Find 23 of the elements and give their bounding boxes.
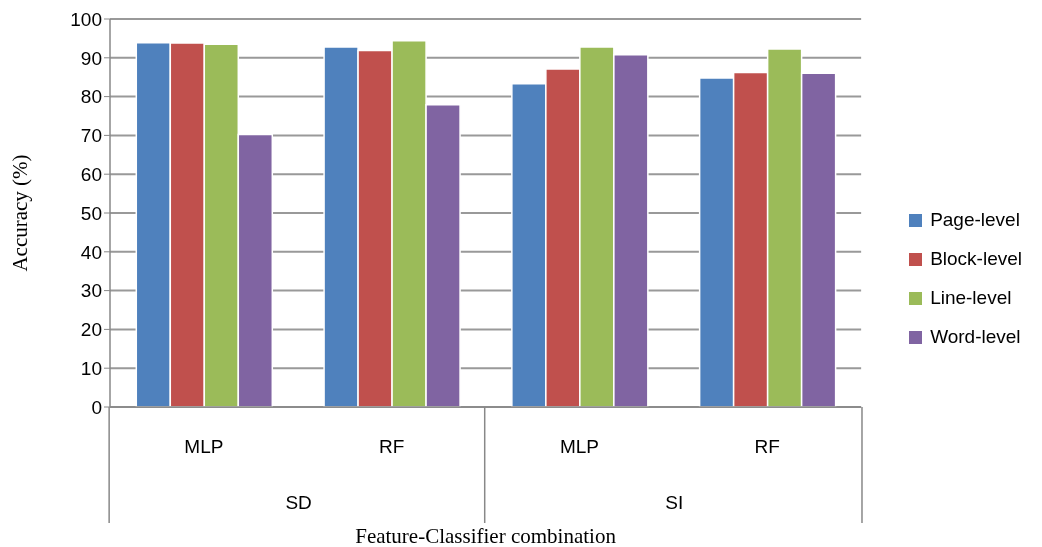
x-tick-label: MLP xyxy=(559,436,599,457)
y-tick-label: 40 xyxy=(80,241,102,263)
x-tick-label: MLP xyxy=(184,436,224,457)
y-tick-label: 10 xyxy=(80,357,102,379)
x-tick-label: RF xyxy=(379,436,405,457)
text: SD xyxy=(285,492,312,513)
y-tick-label: 60 xyxy=(80,163,102,185)
y-tick-label: 90 xyxy=(80,47,102,69)
y-tick-label: 100 xyxy=(70,8,102,30)
y-tick-label: 80 xyxy=(80,86,102,108)
y-tick-label: 20 xyxy=(80,319,102,341)
x-axis-title: Feature-Classifier combination xyxy=(355,524,617,547)
x-tick-label: RF xyxy=(754,436,780,457)
y-tick-label: 30 xyxy=(80,280,102,302)
y-tick-label: 70 xyxy=(80,125,102,147)
text: SI xyxy=(665,492,684,513)
y-tick-label: 0 xyxy=(91,396,102,418)
legend-label: Word-level xyxy=(930,325,1021,347)
legend-label: Page-level xyxy=(930,208,1020,230)
legend-label: Line-level xyxy=(930,286,1012,308)
legend-label: Block-level xyxy=(930,247,1022,269)
y-tick-label: 50 xyxy=(80,202,102,224)
y-axis-title: Accuracy (%) xyxy=(8,154,33,272)
